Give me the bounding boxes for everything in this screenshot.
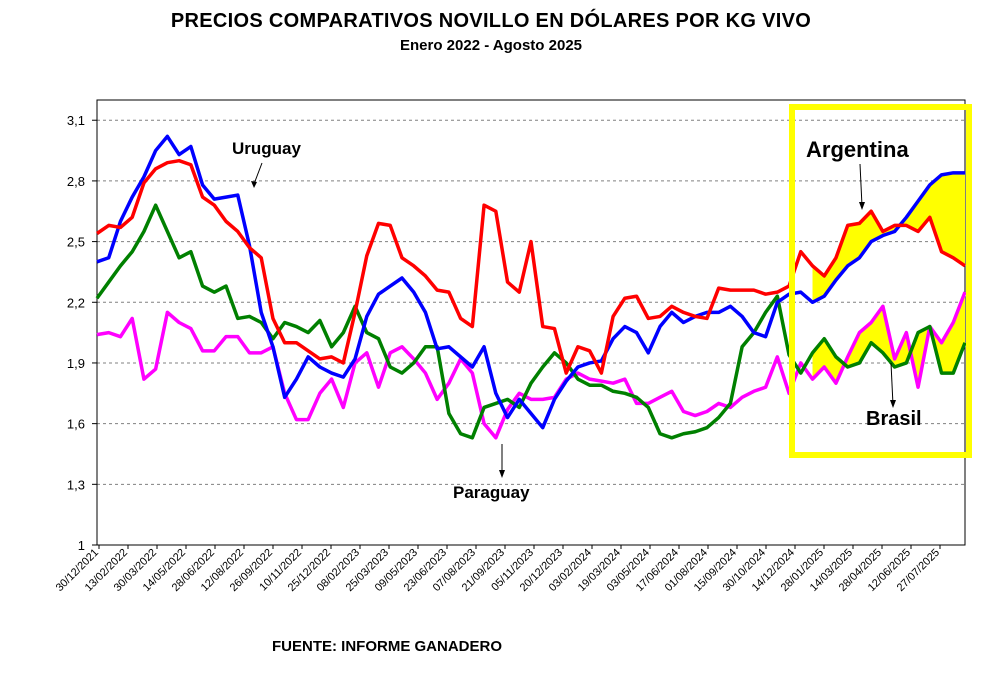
arrowhead-argentina — [859, 202, 865, 210]
plot-area-border — [96, 99, 966, 546]
annotation-uruguay: Uruguay — [232, 139, 302, 158]
y-tick-label: 2,5 — [67, 235, 85, 250]
y-tick-label: 1,3 — [67, 477, 85, 492]
fill-argentina-uruguay — [812, 172, 965, 303]
arrowhead-uruguay — [251, 181, 257, 188]
y-tick-label: 3,1 — [67, 113, 85, 128]
arrow-uruguay — [253, 162, 263, 185]
arrowhead-paraguay — [499, 470, 505, 478]
y-tick-label: 1,6 — [67, 417, 85, 432]
x-axis: 30/12/202113/02/202230/03/202214/05/2022… — [54, 545, 942, 594]
chart-subtitle: Enero 2022 - Agosto 2025 — [399, 37, 582, 54]
arrowhead-brasil — [890, 400, 896, 408]
annotation-argentina: Argentina — [806, 137, 909, 162]
series-line-argentina — [96, 158, 966, 375]
chart-title: PRECIOS COMPARATIVOS NOVILLO EN DÓLARES … — [170, 10, 812, 32]
annotation-brasil: Brasil — [866, 408, 922, 430]
arrow-brasil — [890, 362, 894, 406]
arrow-argentina — [859, 163, 863, 207]
chart-source: FUENTE: INFORME GANADERO — [272, 638, 502, 655]
annotation-paraguay: Paraguay — [453, 483, 530, 502]
highlight-box — [789, 104, 972, 458]
y-tick-label: 1 — [78, 538, 85, 553]
y-tick-label: 2,8 — [67, 174, 85, 189]
y-tick-label: 2,2 — [67, 295, 85, 310]
series-lines — [95, 134, 967, 440]
y-axis: 1 1,3 1,6 1,9 2,2 2,5 2,8 3,1 — [67, 113, 97, 553]
grid-lines — [97, 119, 965, 485]
y-tick-label: 1,9 — [67, 356, 85, 371]
series-line-uruguay — [96, 134, 965, 430]
series-line-brasil — [95, 203, 967, 440]
series-line-paraguay — [96, 291, 967, 440]
